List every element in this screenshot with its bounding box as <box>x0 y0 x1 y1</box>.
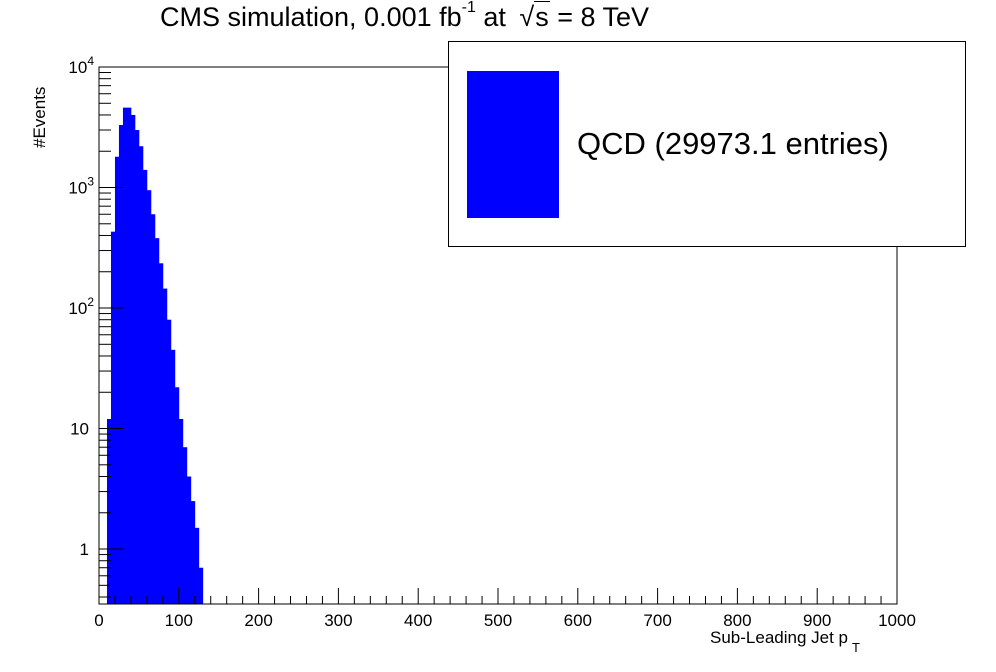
x-tick-label: 600 <box>564 611 592 630</box>
x-tick-label: 800 <box>723 611 751 630</box>
x-tick-label: 400 <box>404 611 432 630</box>
histogram-bin <box>126 107 132 604</box>
y-tick-label: 102 <box>68 295 94 318</box>
y-tick-label: 103 <box>68 175 94 198</box>
x-tick-label: 700 <box>643 611 671 630</box>
histogram-bin <box>118 125 124 604</box>
histogram-bin <box>130 114 136 604</box>
x-tick-label: 900 <box>803 611 831 630</box>
histogram-bin <box>142 169 148 604</box>
histogram-bin <box>150 214 156 605</box>
histogram-bin <box>106 418 112 604</box>
x-axis-title: Sub-Leading Jet pT <box>710 628 860 655</box>
histogram-bin <box>194 527 200 604</box>
histogram-bin <box>186 476 192 604</box>
histogram-bin <box>170 349 176 604</box>
histogram-bin <box>134 130 140 604</box>
y-tick-label: 1 <box>80 540 89 559</box>
histogram-bars <box>106 107 204 605</box>
x-tick-label: 1000 <box>878 611 916 630</box>
histogram-bin <box>166 319 172 604</box>
histogram-bin <box>154 238 160 604</box>
histogram-bin <box>198 567 204 604</box>
x-tick-label: 300 <box>324 611 352 630</box>
legend-swatch-qcd <box>467 71 559 218</box>
x-tick-label: 100 <box>165 611 193 630</box>
histogram-bin <box>114 156 120 604</box>
histogram-bin <box>178 418 184 604</box>
histogram-bin <box>138 146 144 604</box>
histogram-bin <box>146 190 152 604</box>
x-tick-label: 0 <box>94 611 103 630</box>
y-axis: 1 10 102 103 104 <box>68 54 123 598</box>
legend-label-qcd: QCD (29973.1 entries) <box>577 126 889 161</box>
histogram-bin <box>122 107 128 604</box>
y-axis-title: #Events <box>30 86 49 148</box>
histogram-bin <box>110 231 116 604</box>
legend: QCD (29973.1 entries) <box>448 41 966 247</box>
histogram-bin <box>182 447 188 604</box>
x-tick-label: 500 <box>484 611 512 630</box>
x-tick-label: 200 <box>244 611 272 630</box>
histogram-bin <box>190 501 196 604</box>
histogram-bin <box>162 288 168 604</box>
y-tick-label: 104 <box>68 54 94 77</box>
x-axis: 0 100 200 300 400 500 600 700 800 900 1000 <box>94 588 916 630</box>
histogram-bin <box>174 387 180 604</box>
chart-title: CMS simulation, 0.001 fb-1 at √s = 8 TeV <box>160 0 650 32</box>
histogram-bin <box>158 263 164 604</box>
y-tick-label: 10 <box>70 420 89 439</box>
